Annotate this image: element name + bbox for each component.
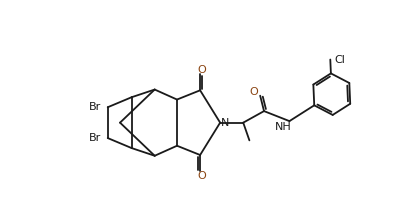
Text: Br: Br xyxy=(89,133,101,143)
Text: NH: NH xyxy=(274,121,291,132)
Text: O: O xyxy=(197,64,206,75)
Text: O: O xyxy=(197,171,206,181)
Text: Br: Br xyxy=(89,102,101,112)
Text: Cl: Cl xyxy=(333,55,344,64)
Text: N: N xyxy=(220,118,228,128)
Text: O: O xyxy=(249,87,258,97)
